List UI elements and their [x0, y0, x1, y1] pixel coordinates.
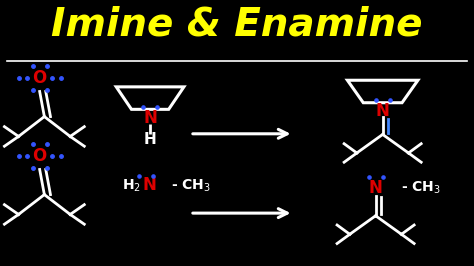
Text: - CH$_3$: - CH$_3$	[401, 180, 441, 196]
Text: Imine & Enamine: Imine & Enamine	[51, 5, 423, 43]
Text: N: N	[369, 179, 383, 197]
Text: - CH$_3$: - CH$_3$	[171, 177, 211, 194]
Text: N: N	[142, 176, 156, 194]
Text: N: N	[143, 109, 157, 127]
Text: N: N	[376, 102, 390, 120]
Text: H: H	[144, 132, 156, 147]
Text: O: O	[33, 69, 47, 87]
Text: H$_2$: H$_2$	[122, 177, 141, 194]
Text: O: O	[33, 147, 47, 165]
